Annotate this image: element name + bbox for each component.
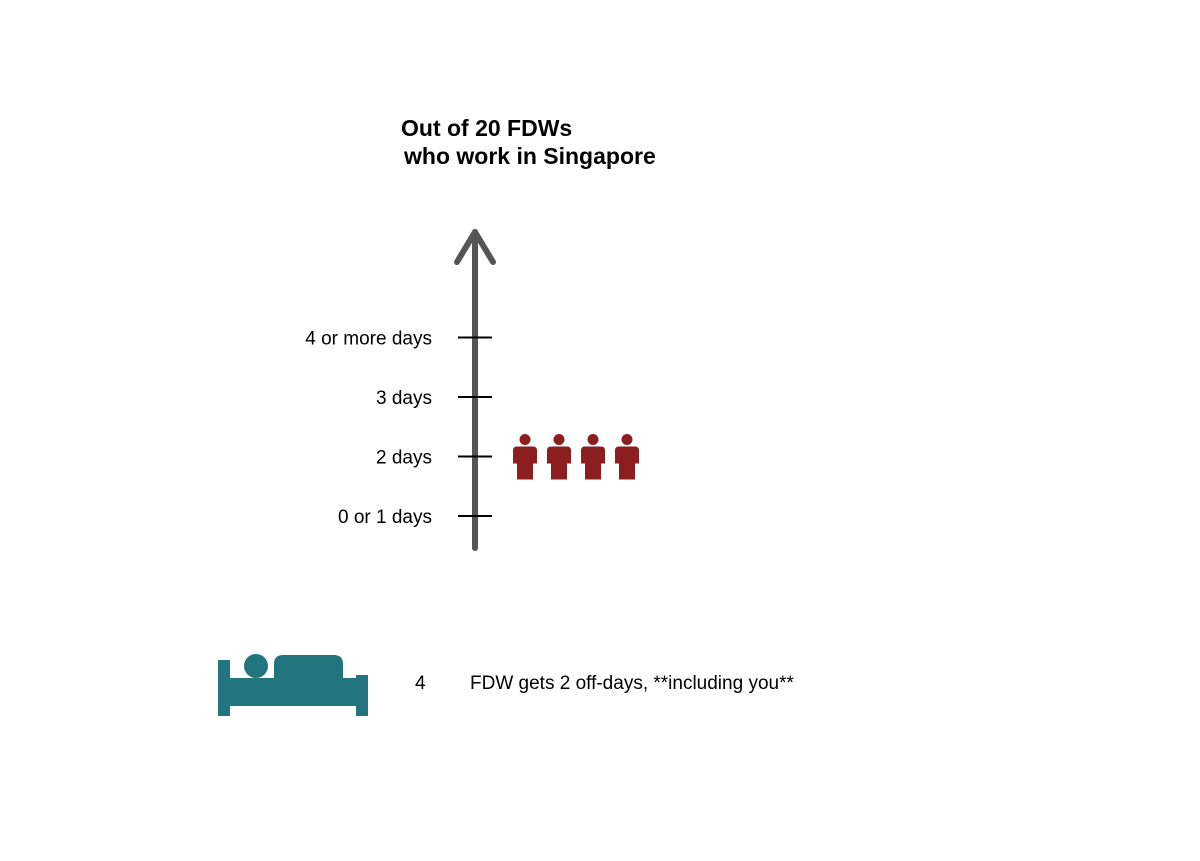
y-tick-label: 0 or 1 days	[338, 507, 432, 528]
person-icon	[615, 434, 639, 480]
y-tick-label: 2 days	[376, 448, 432, 469]
y-axis-arrowhead	[454, 229, 496, 265]
bed-icon	[218, 654, 368, 716]
chart-title-line-2: who work in Singapore	[404, 143, 656, 169]
person-icon	[513, 434, 537, 480]
person-icons	[513, 434, 639, 480]
y-axis-ticks: 0 or 1 days 2 days 3 days 4 or more days	[305, 329, 492, 528]
chart-title-line-1: Out of 20 FDWs	[401, 115, 573, 141]
y-tick-label: 3 days	[376, 388, 432, 409]
person-icon	[547, 434, 571, 480]
caption-text: FDW gets 2 off-days, **including you**	[470, 673, 794, 694]
person-icon	[581, 434, 605, 480]
y-tick-label: 4 or more days	[305, 329, 432, 350]
y-axis	[454, 229, 496, 551]
count-label: 4	[415, 673, 426, 694]
